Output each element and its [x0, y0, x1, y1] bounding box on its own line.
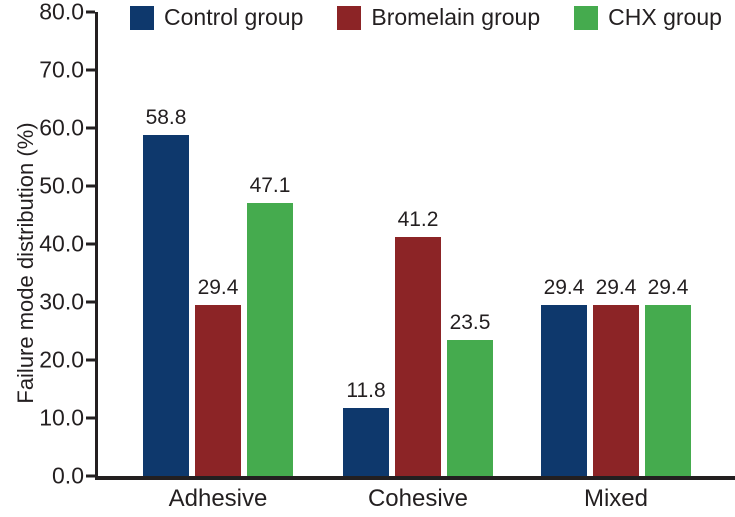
y-axis-tick	[86, 474, 95, 478]
bar-bromelain-cohesive	[395, 237, 441, 476]
legend-item: Bromelain group	[337, 4, 540, 31]
y-axis-tick	[86, 416, 95, 420]
bar-control-cohesive	[343, 407, 389, 476]
y-axis-tick-label: 60.0	[39, 114, 84, 141]
y-axis-tick	[86, 358, 95, 362]
legend-swatch-icon	[337, 5, 362, 30]
bar-value-label: 29.4	[595, 276, 637, 300]
y-axis-tick	[86, 242, 95, 246]
x-axis-baseline	[95, 476, 735, 480]
bar-bromelain-adhesive	[195, 305, 241, 476]
bar-control-mixed	[541, 305, 587, 476]
legend-label: Bromelain group	[371, 4, 541, 30]
legend-swatch-icon	[574, 5, 599, 30]
y-axis-tick-label: 40.0	[39, 230, 84, 257]
chart-legend: Control group Bromelain group CHX group	[130, 4, 722, 31]
bar-chx-cohesive	[447, 339, 493, 476]
x-axis-category-label: Adhesive	[168, 485, 268, 512]
x-axis-category-label: Mixed	[583, 485, 649, 512]
y-axis-tick	[86, 184, 95, 188]
bar-bromelain-mixed	[593, 305, 639, 476]
bar-value-label: 41.2	[397, 208, 439, 232]
bar-value-label: 58.8	[145, 105, 187, 129]
legend-item: Control group	[130, 4, 303, 31]
y-axis-tick	[86, 68, 95, 72]
legend-label: CHX group	[608, 4, 722, 30]
bar-value-label: 23.5	[449, 310, 491, 334]
x-axis-category-label: Cohesive	[367, 485, 469, 512]
bar-chx-mixed	[645, 305, 691, 476]
bar-value-label: 11.8	[346, 378, 386, 402]
legend-item: CHX group	[574, 4, 722, 31]
bar-control-adhesive	[143, 134, 189, 476]
legend-swatch-icon	[130, 5, 154, 30]
bar-value-label: 47.1	[249, 173, 291, 197]
bar-value-label: 29.4	[543, 276, 585, 300]
y-axis-title: Failure mode distribution (%)	[13, 122, 38, 404]
bar-value-label: 29.4	[197, 276, 239, 300]
y-axis-tick	[86, 300, 95, 304]
legend-label: Control group	[164, 4, 304, 30]
bar-value-label: 29.4	[647, 276, 689, 300]
bar-chx-adhesive	[247, 202, 293, 476]
y-axis-tick	[86, 10, 95, 14]
y-axis-tick-label: 50.0	[39, 172, 84, 199]
y-axis-tick-label: 30.0	[39, 288, 84, 315]
plot-area: 0.0 10.0 20.0 30.0 40.0 50.0 60.0 70.0 80.0 58.8…	[39, 0, 735, 512]
y-axis-tick-label: 80.0	[39, 0, 84, 25]
y-axis-tick-label: 20.0	[39, 346, 84, 373]
y-axis-tick-label: 70.0	[39, 56, 84, 83]
y-axis-tick-label: 10.0	[39, 404, 84, 431]
y-axis-tick	[86, 126, 95, 130]
y-axis-tick-label: 0.0	[52, 462, 84, 489]
